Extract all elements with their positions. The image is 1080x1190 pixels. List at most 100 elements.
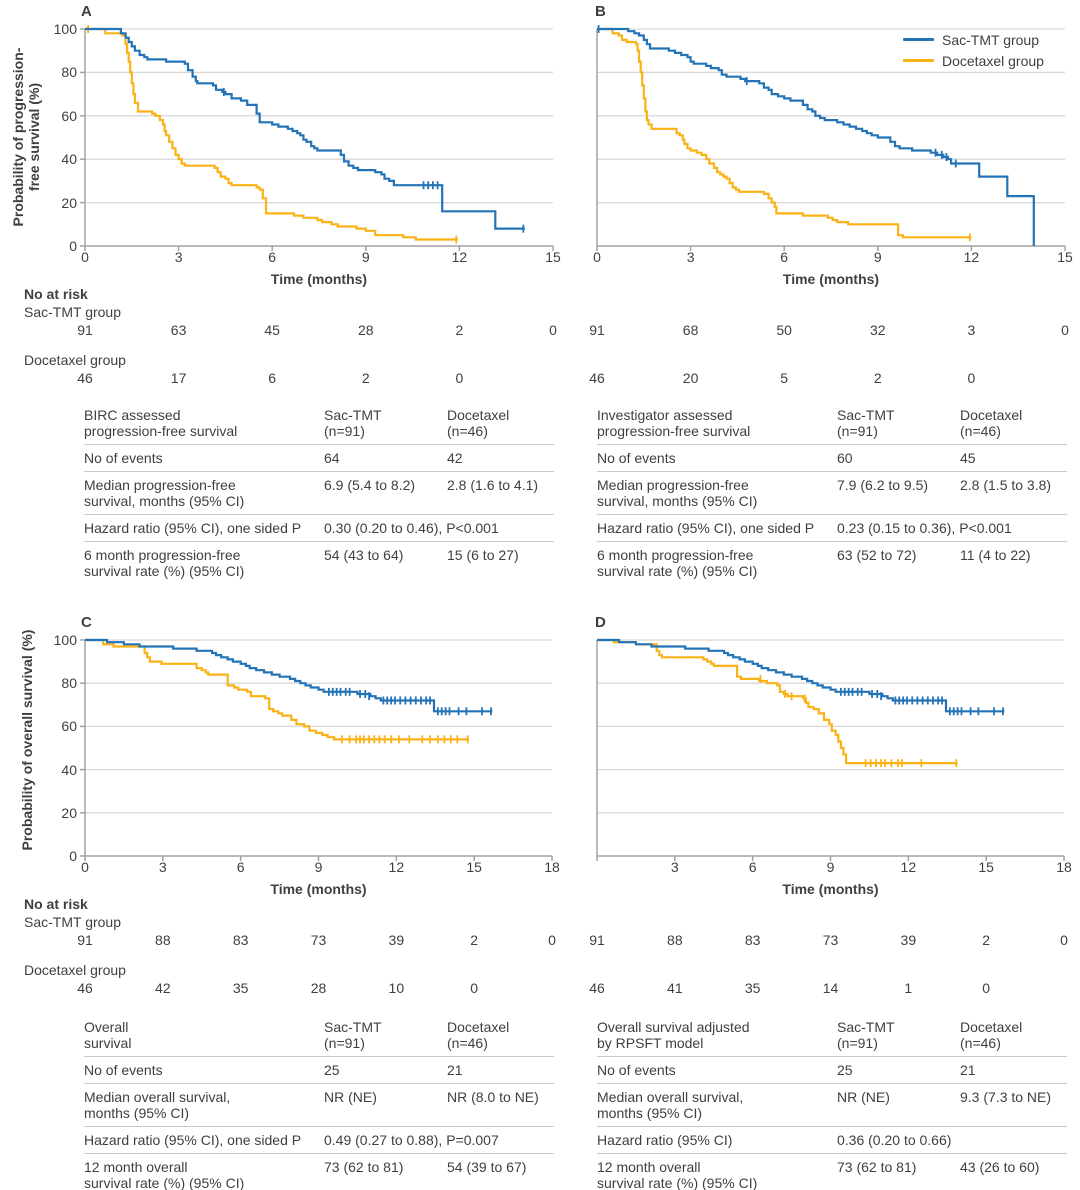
table-row: No of events 25 21 — [84, 1057, 554, 1084]
table-cell: 63 (52 to 72) — [837, 547, 917, 563]
table-cell: Docetaxel (n=46) — [447, 1019, 510, 1051]
at-risk-value: 39 — [900, 932, 917, 948]
at-risk-value: 45 — [264, 322, 280, 338]
at-risk-value: 41 — [667, 980, 683, 996]
at-risk-value: 83 — [744, 932, 761, 948]
x-tick-label-C-18: 18 — [544, 859, 560, 875]
at-risk-value: 0 — [1060, 932, 1068, 948]
x-axis-title-D: Time (months) — [782, 881, 879, 897]
table-cell: Sac-TMT (n=91) — [837, 407, 895, 439]
table-cell: 2.8 (1.6 to 4.1) — [447, 477, 539, 493]
at-risk-value: 14 — [822, 980, 839, 996]
at-risk-value: 39 — [388, 932, 405, 948]
at-risk-value: 2 — [470, 932, 479, 948]
at-risk-value: 35 — [232, 980, 249, 996]
table-cell: Median overall survival, months (95% CI) — [597, 1089, 744, 1121]
table-cell: Sac-TMT (n=91) — [837, 1019, 895, 1051]
table-cell: 43 (26 to 60) — [960, 1159, 1040, 1175]
x-tick-label-C-15: 15 — [466, 859, 482, 875]
legend-item-docetaxel: Docetaxel group — [903, 50, 1044, 71]
table-cell: No of events — [597, 1062, 676, 1078]
table-cell: 25 — [837, 1062, 853, 1078]
table-cell: Overall survival — [84, 1019, 132, 1051]
table-cell: 42 — [447, 450, 463, 466]
x-tick-label-C-0: 0 — [81, 859, 89, 875]
table-row: No of events 60 45 — [597, 445, 1067, 472]
x-tick-label-D-15: 15 — [978, 859, 994, 875]
table-cell: 0.30 (0.20 to 0.46), P<0.001 — [324, 520, 499, 536]
table-cell: 54 (39 to 67) — [447, 1159, 527, 1175]
at-risk-value: 0 — [455, 370, 464, 386]
at-risk-value: 32 — [870, 322, 886, 338]
at-risk-value: 73 — [310, 932, 327, 948]
y-tick-label-A-20: 20 — [61, 194, 77, 211]
x-tick-label-D-9: 9 — [826, 859, 835, 875]
table-row: Median overall survival, months (95% CI)… — [84, 1084, 554, 1127]
table-cell: 60 — [837, 450, 853, 466]
at-risk-value: 0 — [1061, 322, 1069, 338]
table-cell: 54 (43 to 64) — [324, 547, 404, 563]
x-axis-title-A: Time (months) — [270, 271, 368, 287]
table-cell: 7.9 (6.2 to 9.5) — [837, 477, 929, 493]
at-risk-value: 0 — [967, 370, 976, 386]
legend-label-sac-tmt: Sac-TMT group — [942, 31, 1039, 48]
table-cell: 45 — [960, 450, 976, 466]
x-tick-label-D-6: 6 — [748, 859, 757, 875]
km-curve-docetaxel-panel-C — [85, 638, 469, 741]
table-cell: NR (8.0 to NE) — [447, 1089, 539, 1105]
at-risk-value: 20 — [682, 370, 699, 386]
km-curve-docetaxel-panel-A — [85, 27, 458, 241]
at-risk-value: 2 — [982, 932, 991, 948]
table-row: Median overall survival, months (95% CI)… — [597, 1084, 1067, 1127]
at-risk-value: 50 — [776, 322, 792, 338]
x-tick-label-A-15: 15 — [545, 249, 561, 265]
table-cell: Median overall survival, months (95% CI) — [84, 1089, 231, 1121]
at-risk-value: 91 — [77, 322, 93, 338]
table-cell: Hazard ratio (95% CI), one sided P — [84, 1132, 302, 1148]
table-cell: Hazard ratio (95% CI), one sided P — [597, 520, 815, 536]
table-cell: 15 (6 to 27) — [447, 547, 519, 563]
table-row: 6 month progression-free survival rate (… — [597, 542, 1067, 585]
table-row: Hazard ratio (95% CI) 0.36 (0.20 to 0.66) — [597, 1127, 1067, 1154]
at-risk-value: 46 — [77, 980, 93, 996]
y-tick-label-A-40: 40 — [61, 151, 77, 168]
table-cell: No of events — [84, 450, 163, 466]
panel-letter-A: A — [81, 3, 92, 20]
at-risk-value: 35 — [744, 980, 761, 996]
at-risk-value: 46 — [589, 980, 605, 996]
table-cell: 12 month overall survival rate (%) (95% … — [84, 1159, 245, 1190]
table-cell: 11 (4 to 22) — [960, 547, 1031, 563]
at-risk-value: 28 — [310, 980, 327, 996]
docetaxel-line-swatch — [903, 59, 934, 62]
table-cell: Sac-TMT (n=91) — [324, 1019, 382, 1051]
x-axis-title-B: Time (months) — [782, 271, 880, 287]
table-row: Overall survival adjusted by RPSFT model… — [597, 1014, 1067, 1057]
at-risk-group-label-doc: Docetaxel group — [24, 962, 126, 978]
table-cell: 6.9 (5.4 to 8.2) — [324, 477, 416, 493]
chart-legend: Sac-TMT group Docetaxel group — [903, 29, 1044, 71]
table-cell: Median progression-free survival, months… — [597, 477, 758, 509]
x-tick-label-C-3: 3 — [158, 859, 167, 875]
table-cell: Hazard ratio (95% CI), one sided P — [84, 520, 302, 536]
at-risk-value: 5 — [780, 370, 789, 386]
table-cell: Docetaxel (n=46) — [447, 407, 510, 439]
x-tick-label-D-3: 3 — [670, 859, 679, 875]
x-tick-label-C-12: 12 — [388, 859, 405, 875]
table-row: 6 month progression-free survival rate (… — [84, 542, 554, 585]
x-axis-title-C: Time (months) — [270, 881, 367, 897]
at-risk-value: 2 — [455, 322, 464, 338]
y-tick-label-C-80: 80 — [61, 675, 77, 692]
table-cell: No of events — [597, 450, 676, 466]
table-cell: 73 (62 to 81) — [837, 1159, 917, 1175]
x-tick-label-B-0: 0 — [593, 249, 601, 265]
stats-table-B: Investigator assessed progression-free s… — [597, 402, 1067, 584]
y-axis-title-C: Probability of overall survival (%) — [19, 629, 35, 851]
legend-item-sac-tmt: Sac-TMT group — [903, 29, 1044, 50]
at-risk-value: 2 — [873, 370, 882, 386]
at-risk-value: 0 — [470, 980, 479, 996]
at-risk-value: 0 — [549, 322, 557, 338]
at-risk-value: 2 — [361, 370, 370, 386]
at-risk-value: 0 — [982, 980, 991, 996]
table-row: No of events 64 42 — [84, 445, 554, 472]
at-risk-title: No at risk — [24, 896, 88, 912]
